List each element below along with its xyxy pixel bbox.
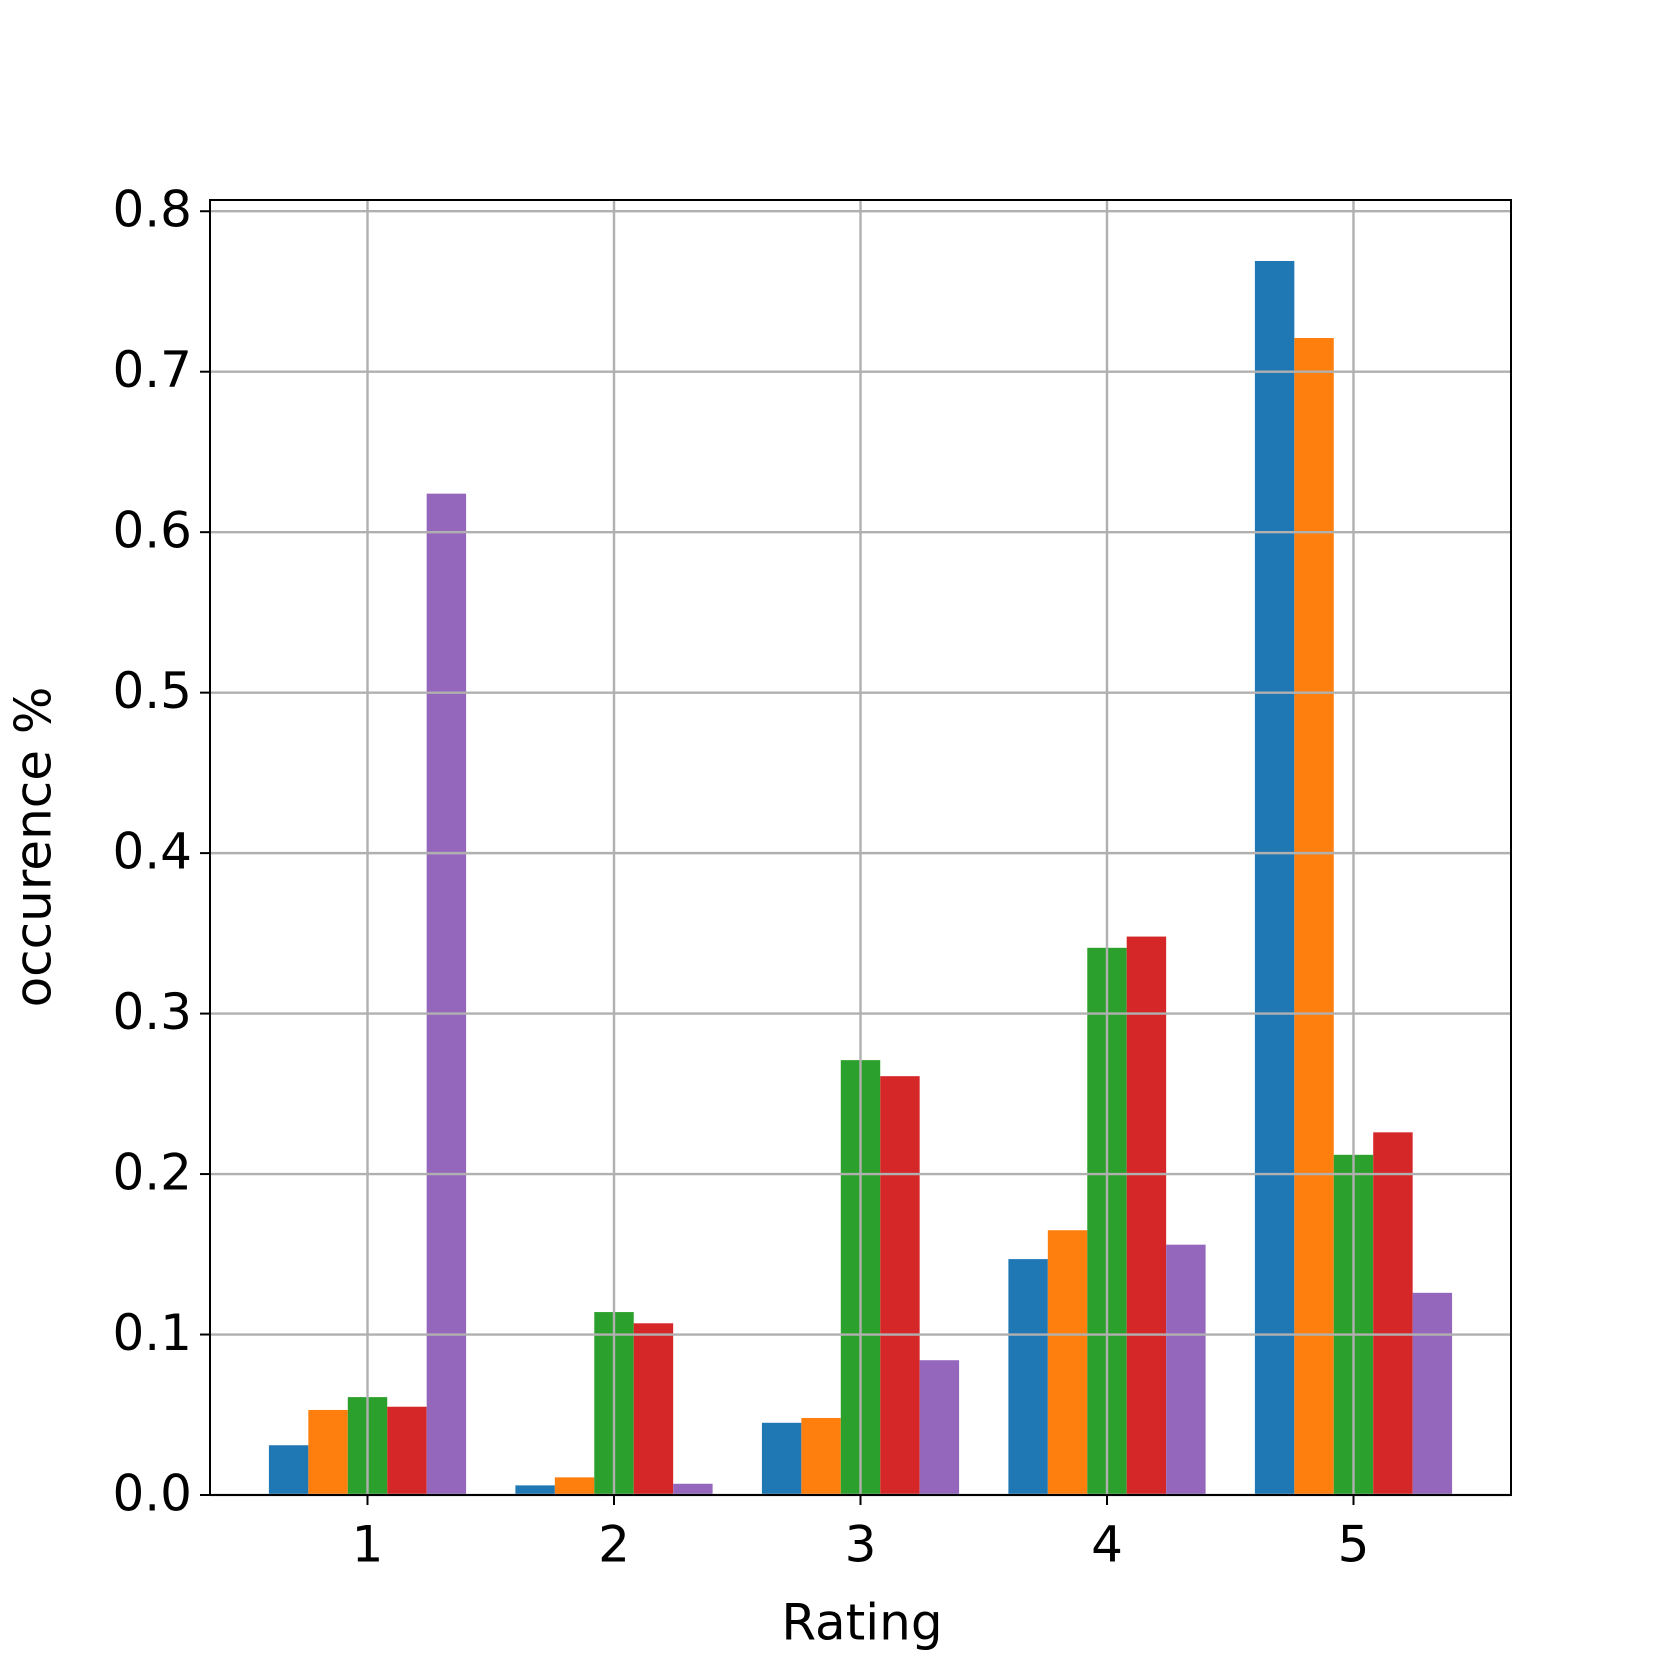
y-tick-label: 0.2 xyxy=(112,1144,192,1202)
bar xyxy=(426,493,467,1495)
bar xyxy=(1047,1230,1088,1495)
bar xyxy=(919,1360,960,1495)
bar xyxy=(1294,338,1334,1496)
x-tick-label: 4 xyxy=(1091,1516,1123,1574)
y-tick-label: 0.4 xyxy=(112,823,192,881)
x-axis-label: Rating xyxy=(781,1594,942,1652)
bar xyxy=(880,1076,920,1495)
bar xyxy=(1254,260,1295,1495)
x-tick-label: 1 xyxy=(352,1516,384,1574)
plot-frame xyxy=(209,199,1512,1496)
bar xyxy=(673,1483,713,1495)
bar xyxy=(761,1422,802,1495)
bar xyxy=(633,1323,674,1495)
bar xyxy=(1166,1244,1206,1495)
bar xyxy=(1373,1132,1413,1495)
bar xyxy=(268,1445,309,1495)
y-tick-label: 0.3 xyxy=(112,983,192,1041)
y-tick-label: 0.6 xyxy=(112,502,192,560)
x-tick-label: 2 xyxy=(598,1516,630,1574)
bar xyxy=(1412,1292,1453,1495)
x-tick-label: 3 xyxy=(845,1516,877,1574)
y-axis-label: occurence % xyxy=(5,687,63,1008)
y-tick-label: 0.0 xyxy=(112,1465,192,1523)
bar xyxy=(308,1409,348,1495)
bar xyxy=(1008,1259,1048,1495)
bar xyxy=(554,1477,595,1495)
y-tick-label: 0.8 xyxy=(112,181,192,239)
bar xyxy=(515,1485,555,1495)
x-tick-label: 5 xyxy=(1338,1516,1370,1574)
bar xyxy=(387,1406,427,1495)
y-tick-label: 0.1 xyxy=(112,1304,192,1362)
y-tick-label: 0.5 xyxy=(112,662,192,720)
bar xyxy=(1126,936,1167,1495)
y-tick-label: 0.7 xyxy=(112,341,192,399)
bar xyxy=(801,1417,841,1495)
